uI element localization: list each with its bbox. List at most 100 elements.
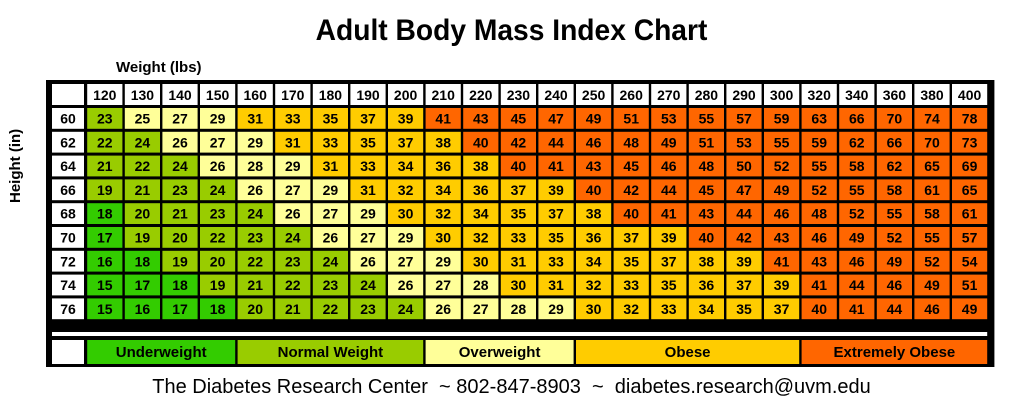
height-tick-label: 60 (60, 111, 76, 127)
bmi-cell (312, 179, 348, 201)
bmi-value: 32 (473, 230, 489, 246)
bmi-cell (688, 179, 724, 201)
bmi-cell (952, 179, 988, 201)
bmi-value: 57 (736, 111, 752, 127)
bmi-cell (388, 131, 424, 153)
bmi-value: 34 (473, 206, 489, 222)
bmi-cell (425, 155, 461, 177)
weight-tick-label: 260 (620, 87, 644, 103)
bmi-value: 42 (623, 182, 639, 198)
bmi-cell (275, 274, 311, 296)
bmi-value: 26 (435, 301, 451, 317)
bmi-cell (876, 179, 912, 201)
bmi-cell (726, 108, 762, 129)
weight-tick-label: 300 (770, 87, 794, 103)
bmi-cell (726, 250, 762, 272)
bmi-cell (87, 250, 123, 272)
bmi-value: 39 (736, 253, 752, 269)
bmi-value: 21 (247, 277, 263, 293)
bmi-cell (651, 274, 687, 296)
bmi-value: 46 (586, 134, 602, 150)
bmi-value: 24 (135, 134, 151, 150)
bmi-cell (651, 250, 687, 272)
bmi-value: 16 (97, 253, 113, 269)
bmi-value: 55 (699, 111, 715, 127)
legend-label: Normal Weight (278, 344, 384, 361)
bmi-cell (914, 250, 950, 272)
bmi-cell (500, 227, 536, 248)
bmi-value: 58 (887, 182, 903, 198)
bmi-value: 62 (887, 158, 903, 174)
bmi-cell (388, 298, 424, 320)
bmi-cell (388, 179, 424, 201)
bmi-value: 35 (323, 111, 339, 127)
bmi-value: 53 (736, 134, 752, 150)
legend-label: Underweight (116, 344, 207, 361)
bmi-value: 21 (172, 206, 188, 222)
bmi-value: 25 (135, 111, 151, 127)
bmi-cell (651, 155, 687, 177)
bmi-value: 20 (210, 253, 226, 269)
bmi-value: 45 (511, 111, 527, 127)
bmi-value: 52 (924, 253, 940, 269)
bmi-cell (500, 274, 536, 296)
bmi-value: 33 (285, 111, 301, 127)
bmi-cell (463, 250, 499, 272)
bmi-value: 19 (97, 182, 113, 198)
bmi-value: 26 (323, 230, 339, 246)
bmi-cell (312, 227, 348, 248)
bmi-cell (425, 203, 461, 224)
weight-tick-label: 200 (394, 87, 418, 103)
bmi-value: 27 (323, 206, 339, 222)
bmi-cell (726, 179, 762, 201)
bmi-value: 46 (811, 230, 827, 246)
weight-header-cell (876, 84, 912, 105)
bmi-cell (538, 250, 574, 272)
bmi-value: 40 (511, 158, 527, 174)
bmi-cell (613, 203, 649, 224)
height-label-cell (52, 274, 84, 296)
bmi-cell (500, 179, 536, 201)
bmi-value: 39 (548, 182, 564, 198)
bmi-value: 34 (699, 301, 715, 317)
bmi-value: 20 (135, 206, 151, 222)
bmi-cell (651, 298, 687, 320)
bmi-value: 54 (962, 253, 978, 269)
bmi-value: 35 (736, 301, 752, 317)
bmi-value: 45 (623, 158, 639, 174)
bmi-value: 37 (398, 134, 414, 150)
bmi-cell (613, 227, 649, 248)
bmi-cell (576, 203, 612, 224)
bmi-value: 21 (135, 182, 151, 198)
bmi-cell (801, 250, 837, 272)
bmi-value: 39 (774, 277, 790, 293)
height-tick-label: 76 (60, 301, 76, 317)
bmi-cell (839, 227, 875, 248)
weight-tick-label: 380 (920, 87, 944, 103)
weight-header-cell (576, 84, 612, 105)
bmi-value: 43 (699, 206, 715, 222)
legend-box (87, 340, 236, 364)
bmi-value: 33 (511, 230, 527, 246)
bmi-cell (576, 250, 612, 272)
bmi-value: 33 (548, 253, 564, 269)
bmi-cell (576, 108, 612, 129)
weight-tick-label: 250 (582, 87, 606, 103)
bmi-cell (688, 108, 724, 129)
bmi-value: 18 (97, 206, 113, 222)
bmi-value: 23 (247, 230, 263, 246)
bmi-value: 24 (172, 158, 188, 174)
height-label-cell (52, 203, 84, 224)
bmi-value: 36 (586, 230, 602, 246)
bmi-cell (463, 155, 499, 177)
weight-header-cell (124, 84, 160, 105)
bmi-value: 49 (962, 301, 978, 317)
bmi-value: 30 (435, 230, 451, 246)
bmi-cell (538, 227, 574, 248)
bmi-value: 17 (135, 277, 151, 293)
bmi-cell (350, 227, 386, 248)
bmi-value: 20 (172, 230, 188, 246)
bmi-cell (726, 227, 762, 248)
bmi-cell (425, 250, 461, 272)
bmi-value: 46 (774, 206, 790, 222)
